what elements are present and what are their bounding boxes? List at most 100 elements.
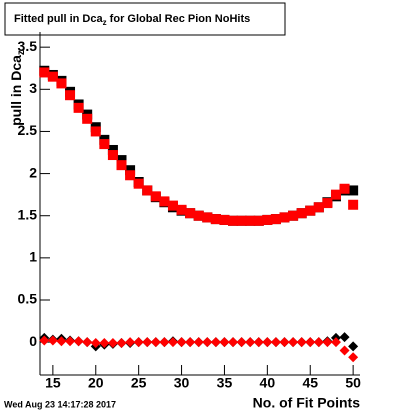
square-marker bbox=[348, 185, 359, 196]
square-marker bbox=[270, 214, 281, 225]
diamond-marker bbox=[185, 337, 196, 348]
diamond-marker bbox=[210, 337, 221, 348]
diamond-marker bbox=[228, 337, 239, 348]
square-marker bbox=[150, 191, 161, 202]
diamond-marker bbox=[296, 337, 307, 348]
square-marker bbox=[159, 196, 170, 207]
square-marker bbox=[176, 204, 187, 215]
diamond-marker bbox=[202, 337, 213, 348]
y-tick-label: 1 bbox=[29, 249, 37, 265]
diamond-marker bbox=[73, 336, 84, 347]
chart-title: Fitted pull in Dcaz for Global Rec Pion … bbox=[14, 13, 250, 27]
square-marker bbox=[116, 160, 127, 171]
square-marker bbox=[202, 212, 213, 223]
square-marker bbox=[305, 205, 316, 216]
diamond-marker bbox=[116, 337, 127, 348]
square-marker bbox=[330, 189, 341, 200]
square-marker bbox=[90, 126, 101, 137]
diamond-marker bbox=[125, 337, 136, 348]
y-tick-label: 0.5 bbox=[18, 291, 38, 307]
x-axis-label: No. of Fit Points bbox=[253, 395, 361, 411]
x-tick-label: 20 bbox=[88, 375, 104, 391]
diamond-marker bbox=[288, 337, 299, 348]
diamond-marker bbox=[90, 337, 101, 348]
diamond-marker bbox=[142, 337, 153, 348]
y-tick-label: 3.5 bbox=[18, 38, 38, 54]
y-tick-label: 2.5 bbox=[18, 122, 38, 138]
square-marker bbox=[56, 78, 67, 89]
square-marker bbox=[116, 155, 127, 166]
title-box bbox=[4, 2, 286, 36]
square-marker bbox=[142, 185, 153, 196]
footer-date: Wed Aug 23 14:17:28 2017 bbox=[4, 399, 116, 409]
square-marker bbox=[99, 139, 110, 150]
diamond-marker bbox=[339, 345, 350, 356]
square-marker bbox=[236, 215, 247, 226]
square-marker bbox=[133, 178, 144, 189]
diamond-marker bbox=[322, 337, 333, 348]
diamond-marker bbox=[133, 337, 144, 348]
square-marker bbox=[73, 102, 84, 113]
diamond-marker bbox=[65, 336, 76, 347]
square-marker bbox=[82, 113, 93, 124]
square-marker bbox=[167, 200, 178, 211]
square-marker bbox=[107, 150, 118, 161]
diamond-marker bbox=[270, 337, 281, 348]
diamond-marker bbox=[56, 336, 67, 347]
diamond-marker bbox=[167, 337, 178, 348]
square-marker bbox=[322, 198, 333, 209]
square-marker bbox=[339, 183, 350, 194]
square-marker bbox=[253, 215, 264, 226]
y-tick-label: 2 bbox=[29, 164, 37, 180]
square-marker bbox=[228, 215, 239, 226]
diamond-marker bbox=[159, 337, 170, 348]
diamond-marker bbox=[313, 337, 324, 348]
square-marker bbox=[39, 67, 50, 78]
diamond-marker bbox=[39, 335, 50, 346]
y-tick-label: 3 bbox=[29, 80, 37, 96]
square-marker bbox=[288, 210, 299, 221]
diamond-marker bbox=[279, 337, 290, 348]
x-tick-label: 40 bbox=[260, 375, 276, 391]
square-marker bbox=[279, 212, 290, 223]
x-tick-label: 15 bbox=[45, 375, 61, 391]
y-tick-label: 1.5 bbox=[18, 206, 38, 222]
diamond-marker bbox=[99, 337, 110, 348]
diamond-marker bbox=[107, 337, 118, 348]
diamond-marker bbox=[339, 332, 350, 343]
square-marker bbox=[65, 90, 76, 101]
x-tick-label: 50 bbox=[345, 375, 361, 391]
square-marker bbox=[107, 144, 118, 155]
square-marker bbox=[348, 199, 359, 210]
square-marker bbox=[125, 170, 136, 181]
diamond-marker bbox=[219, 337, 230, 348]
square-marker bbox=[210, 214, 221, 225]
diamond-marker bbox=[330, 337, 341, 348]
square-marker bbox=[313, 202, 324, 213]
square-marker bbox=[296, 208, 307, 219]
x-tick-label: 30 bbox=[174, 375, 190, 391]
x-tick-label: 35 bbox=[217, 375, 233, 391]
diamond-marker bbox=[253, 337, 264, 348]
diamond-marker bbox=[176, 337, 187, 348]
x-tick-label: 45 bbox=[302, 375, 318, 391]
square-marker bbox=[262, 214, 273, 225]
diamond-marker bbox=[305, 337, 316, 348]
square-marker bbox=[47, 71, 58, 82]
diamond-marker bbox=[348, 341, 359, 352]
diamond-marker bbox=[150, 337, 161, 348]
diamond-marker bbox=[245, 337, 256, 348]
square-marker bbox=[125, 165, 136, 176]
diamond-marker bbox=[82, 337, 93, 348]
y-axis-label: pull in Dcaz bbox=[8, 50, 27, 126]
square-marker bbox=[219, 214, 230, 225]
diamond-marker bbox=[193, 337, 204, 348]
diamond-marker bbox=[262, 337, 273, 348]
y-tick-label: 0 bbox=[29, 333, 37, 349]
square-marker bbox=[185, 208, 196, 219]
x-tick-label: 25 bbox=[131, 375, 147, 391]
square-marker bbox=[245, 215, 256, 226]
square-marker bbox=[193, 210, 204, 221]
diamond-marker bbox=[47, 335, 58, 346]
